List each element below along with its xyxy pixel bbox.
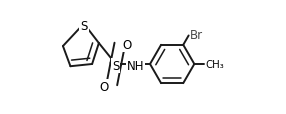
Text: CH₃: CH₃ (205, 60, 224, 69)
Text: O: O (100, 81, 109, 94)
Text: NH: NH (126, 60, 144, 72)
Text: O: O (123, 38, 132, 51)
Text: S: S (80, 19, 88, 32)
Text: S: S (112, 60, 120, 72)
Text: Br: Br (189, 29, 202, 42)
